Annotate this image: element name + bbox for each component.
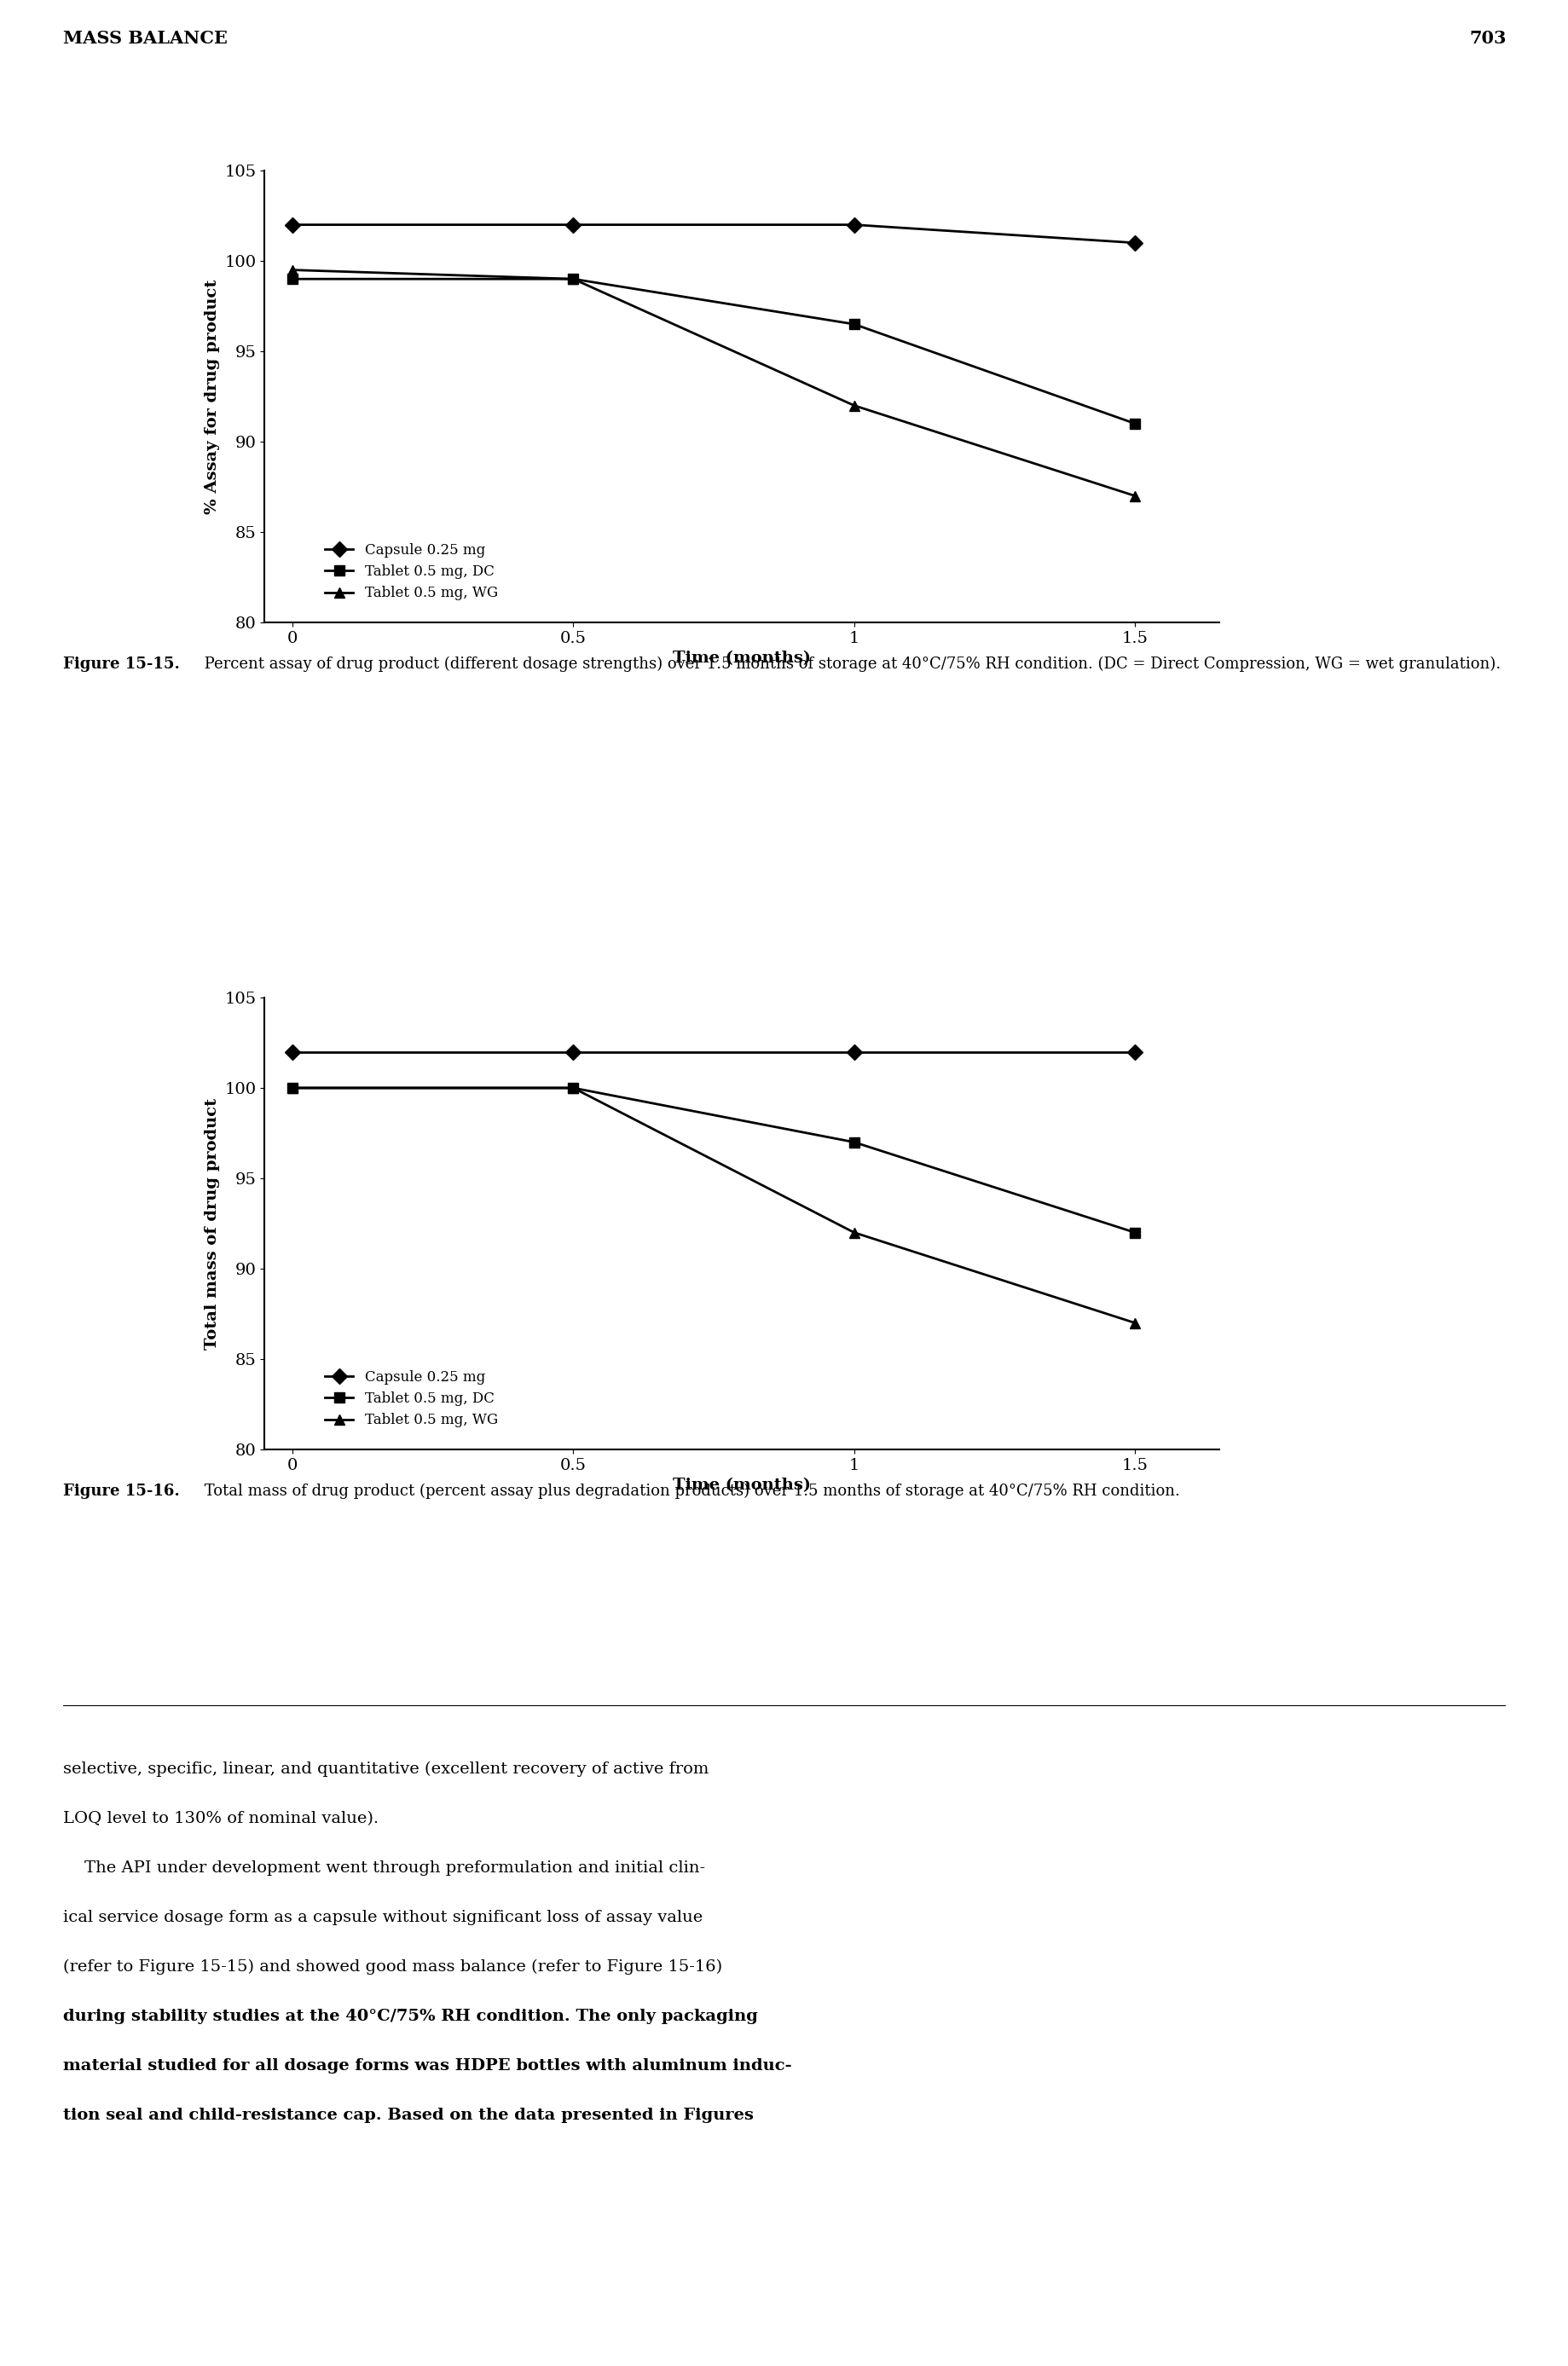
Tablet 0.5 mg, DC [1124,409,1143,438]
Capsule 0.25 mg [563,211,582,239]
Tablet 0.5 mg, WG [844,390,862,419]
Y-axis label: Total mass of drug product: Total mass of drug product [204,1098,220,1349]
Capsule 0.25 mg [282,211,301,239]
Tablet 0.5 mg, DC [282,265,301,293]
Text: ical service dosage form as a capsule without significant loss of assay value: ical service dosage form as a capsule wi… [63,1909,702,1926]
Line: Tablet 0.5 mg, WG: Tablet 0.5 mg, WG [287,265,1140,502]
X-axis label: Time (months): Time (months) [673,1479,811,1493]
Line: Capsule 0.25 mg: Capsule 0.25 mg [287,220,1140,248]
Capsule 0.25 mg [844,1039,862,1067]
Text: Total mass of drug product (percent assay plus degradation products) over 1.5 mo: Total mass of drug product (percent assa… [199,1483,1179,1500]
Legend: Capsule 0.25 mg, Tablet 0.5 mg, DC, Tablet 0.5 mg, WG: Capsule 0.25 mg, Tablet 0.5 mg, DC, Tabl… [318,537,503,606]
Capsule 0.25 mg [1124,230,1143,258]
Capsule 0.25 mg [1124,1039,1143,1067]
Text: Figure 15-16.: Figure 15-16. [63,1483,179,1500]
Text: during stability studies at the 40°C/75% RH condition. The only packaging: during stability studies at the 40°C/75%… [63,2009,757,2023]
Tablet 0.5 mg, WG [1124,483,1143,511]
Tablet 0.5 mg, WG [563,265,582,293]
Text: LOQ level to 130% of nominal value).: LOQ level to 130% of nominal value). [63,1810,378,1827]
Legend: Capsule 0.25 mg, Tablet 0.5 mg, DC, Tablet 0.5 mg, WG: Capsule 0.25 mg, Tablet 0.5 mg, DC, Tabl… [318,1365,503,1434]
Text: tion seal and child-resistance cap. Based on the data presented in Figures: tion seal and child-resistance cap. Base… [63,2108,753,2122]
Text: selective, specific, linear, and quantitative (excellent recovery of active from: selective, specific, linear, and quantit… [63,1760,709,1777]
Y-axis label: % Assay for drug product: % Assay for drug product [204,279,220,513]
Text: 703: 703 [1468,31,1505,47]
Capsule 0.25 mg [563,1039,582,1067]
Tablet 0.5 mg, DC [563,1074,582,1103]
Text: material studied for all dosage forms was HDPE bottles with aluminum induc-: material studied for all dosage forms wa… [63,2058,790,2073]
Tablet 0.5 mg, WG [844,1218,862,1247]
Tablet 0.5 mg, WG [1124,1308,1143,1337]
Tablet 0.5 mg, WG [563,1074,582,1103]
Tablet 0.5 mg, DC [282,1074,301,1103]
Tablet 0.5 mg, DC [844,310,862,338]
Tablet 0.5 mg, DC [563,265,582,293]
Line: Tablet 0.5 mg, DC: Tablet 0.5 mg, DC [287,1084,1140,1237]
Capsule 0.25 mg [282,1039,301,1067]
Line: Capsule 0.25 mg: Capsule 0.25 mg [287,1046,1140,1058]
Tablet 0.5 mg, DC [1124,1218,1143,1247]
Text: Figure 15-15.: Figure 15-15. [63,655,179,672]
Line: Tablet 0.5 mg, DC: Tablet 0.5 mg, DC [287,274,1140,428]
Capsule 0.25 mg [844,211,862,239]
Text: The API under development went through preformulation and initial clin-: The API under development went through p… [63,1860,704,1876]
Text: (refer to Figure 15-15) and showed good mass balance (refer to Figure 15-16): (refer to Figure 15-15) and showed good … [63,1959,721,1976]
Tablet 0.5 mg, WG [282,256,301,284]
Tablet 0.5 mg, DC [844,1129,862,1157]
Tablet 0.5 mg, WG [282,1074,301,1103]
X-axis label: Time (months): Time (months) [673,651,811,667]
Line: Tablet 0.5 mg, WG: Tablet 0.5 mg, WG [287,1084,1140,1327]
Text: MASS BALANCE: MASS BALANCE [63,31,227,47]
Text: Percent assay of drug product (different dosage strengths) over 1.5 months of st: Percent assay of drug product (different… [199,655,1501,672]
